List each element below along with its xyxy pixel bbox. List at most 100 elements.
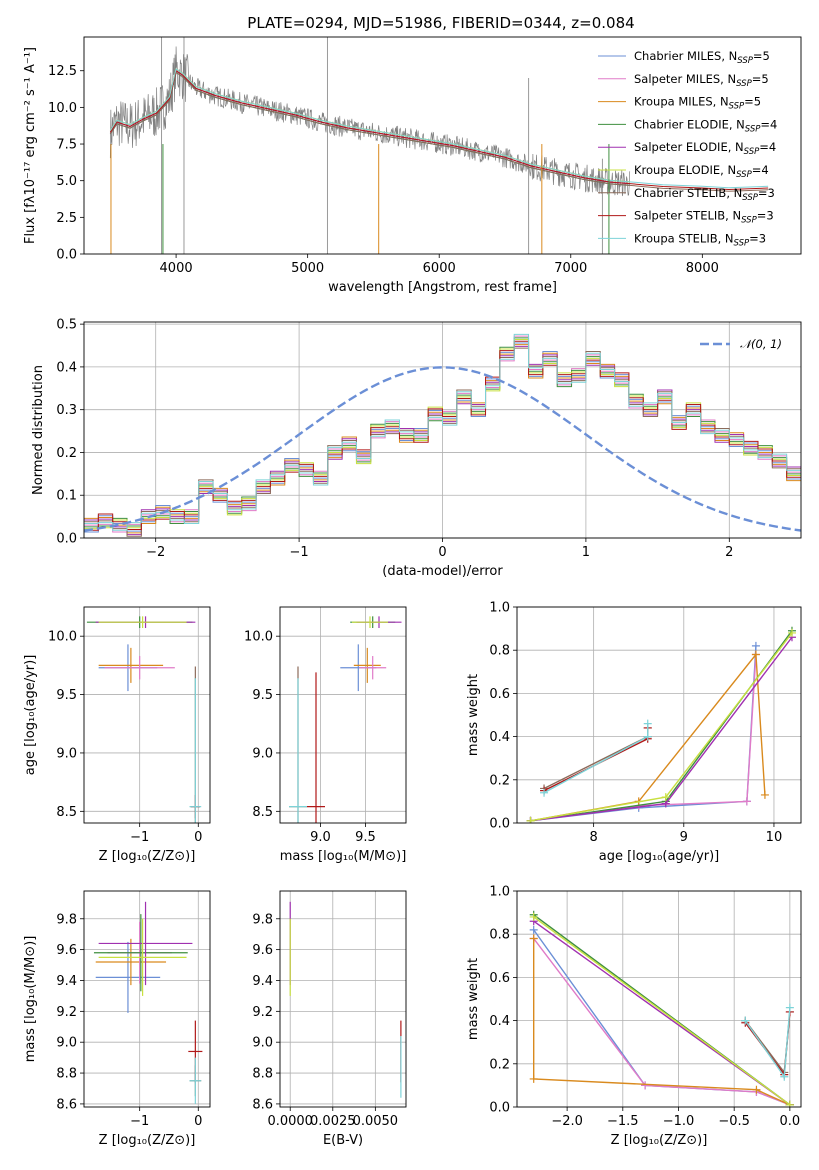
legend-suffix: =5: [744, 95, 761, 109]
x-tick-label: −1.0: [663, 1114, 695, 1129]
y-tick-label: 5.0: [56, 174, 77, 189]
x-axis-label: Z [log₁₀(Z/Z⊙)]: [99, 1133, 196, 1148]
errorbar-point-kroupa_stelib: [289, 678, 307, 823]
y-tick-label: 1.0: [489, 885, 510, 900]
y-tick-label: 9.8: [56, 912, 77, 927]
y-tick-label: 2.5: [56, 211, 77, 226]
x-tick-label: 8000: [686, 261, 719, 276]
x-tick-label: 7000: [554, 261, 587, 276]
weight-marker-kroupa_miles: [752, 1085, 761, 1094]
weight-marker-kroupa_elodie: [785, 1100, 794, 1107]
y-tick-label: 9.4: [56, 974, 77, 989]
x-tick-label: 1: [582, 545, 590, 560]
weight-marker-salpeter_miles: [742, 797, 751, 806]
y-tick-label: 0.1: [56, 489, 77, 504]
weight-line-kroupa_elodie: [533, 916, 791, 1106]
y-tick-label: 9.0: [56, 1036, 77, 1051]
x-tick-label: 0.0000: [267, 1114, 313, 1129]
y-tick-label: 8.5: [56, 805, 77, 820]
y-axis-label: Normed distribution: [31, 365, 46, 495]
y-tick-label: 12.5: [48, 64, 77, 79]
x-tick-label: −1.5: [607, 1114, 639, 1129]
axes-frame: [83, 36, 802, 255]
legend-normal-label: 𝒩(0, 1): [740, 337, 782, 351]
axes-frame: [83, 890, 211, 1108]
y-tick-label: 0.4: [56, 360, 77, 375]
y-axis-label: mass [log₁₀(M/M⊙)]: [23, 936, 38, 1063]
errorbar-point-kroupa_stelib: [189, 1057, 202, 1104]
weight-line-salpeter_elodie: [530, 636, 793, 822]
model-spectrum-chabrier_stelib: [109, 71, 769, 192]
spectrum-axes: 4000 5000 6000 7000 8000 0.0 2.5 5.0 7.5 10.0 12.5…: [23, 36, 802, 295]
legend-subscript: SSP: [729, 102, 745, 112]
x-axis-label: age [log₁₀(age/yr)]: [599, 849, 720, 864]
y-tick-label: 10.0: [48, 101, 77, 116]
model-spectrum-kroupa_miles: [109, 68, 631, 183]
weight-marker-kroupa_stelib: [643, 719, 652, 728]
x-axis-label: E(B-V): [323, 1133, 363, 1148]
observed-spectrum: [109, 46, 631, 197]
weight-marker-kroupa_elodie: [661, 793, 670, 802]
errorbar-point-salpeter_miles: [359, 656, 387, 680]
x-axis-label: Z [log₁₀(Z/Z⊙)]: [611, 1133, 708, 1148]
legend-label: Salpeter ELODIE, N: [634, 140, 744, 154]
weight-marker-chabrier_miles: [751, 641, 760, 650]
weight-line-chabrier_stelib: [543, 727, 649, 790]
weight-marker-kroupa_miles: [760, 790, 769, 799]
y-tick-label: 0.6: [489, 971, 510, 986]
y-tick-label: 9.2: [56, 1005, 77, 1020]
mass_vs_ebv-plot-area: [289, 901, 402, 1098]
y-tick-label: 9.8: [252, 912, 273, 927]
y-tick-label: 9.0: [252, 746, 273, 761]
errorbar-point-kroupa_miles: [95, 938, 167, 986]
x-tick-label: −1: [290, 545, 309, 560]
mass_vs_Z-plot-area: [93, 901, 203, 1104]
legend-entry-chabrier_miles: Chabrier MILES, NSSP=5: [634, 49, 770, 66]
errorbar-point-salpeter_elodie: [98, 901, 193, 986]
weight-line-kroupa_elodie: [530, 632, 793, 822]
model-spectrum-kroupa_stelib: [109, 68, 769, 189]
weight-line-salpeter_stelib: [744, 1011, 791, 1077]
y-axis-label: mass weight: [466, 958, 481, 1040]
x-axis-label: mass [log₁₀(M/M⊙)]: [280, 849, 407, 864]
x-tick-label: 0.0: [780, 1114, 801, 1129]
legend-entry-kroupa_elodie: Kroupa ELODIE, NSSP=4: [634, 163, 769, 180]
model-spectrum-salpeter_stelib: [109, 69, 769, 190]
x-tick-label: 8: [589, 830, 597, 845]
legend-suffix: =5: [752, 72, 769, 86]
y-tick-label: 0.8: [489, 644, 510, 659]
weight-marker-kroupa_elodie: [529, 912, 538, 921]
weight-marker-kroupa_stelib: [540, 788, 549, 797]
histogram-kroupa_miles: [84, 344, 801, 534]
weight-marker-kroupa_elodie: [526, 816, 535, 823]
errorbar-point-kroupa_elodie: [98, 616, 187, 629]
x-axis-label: Z [log₁₀(Z/Z⊙)]: [99, 849, 196, 864]
x-tick-label: 0.0050: [353, 1114, 399, 1129]
legend-entry-salpeter_elodie: Salpeter ELODIE, NSSP=4: [634, 140, 776, 157]
legend-entry-chabrier_elodie: Chabrier ELODIE, NSSP=4: [634, 117, 777, 134]
x-tick-label: −0.5: [718, 1114, 750, 1129]
legend-label: Chabrier STELIB, N: [634, 186, 742, 200]
histogram-kroupa_stelib: [84, 333, 801, 531]
age_vs_mass-axes: 9.0 9.5 8.5 9.0 9.5 10.0 mass [log₁₀(M/M⊙)]: [244, 606, 407, 864]
x-tick-label: 0.0025: [310, 1114, 356, 1129]
y-tick-label: 8.6: [252, 1097, 273, 1112]
x-tick-label: −1: [130, 1114, 149, 1129]
legend-label: Chabrier ELODIE, N: [634, 117, 745, 131]
weight_vs_Z-plot-area: [529, 910, 794, 1107]
errorbar-point-chabrier_miles: [95, 941, 161, 1013]
age_vs_Z-axes: −1 0 8.5 9.0 9.5 10.0 Z [log₁₀(Z/Z⊙)] age [log₁…: [23, 606, 211, 864]
errorbar-point-kroupa_miles: [98, 647, 164, 683]
x-tick-label: −1: [130, 830, 149, 845]
age_vs_mass-plot-area: [289, 616, 402, 823]
y-axis-label: age [log₁₀(age/yr)]: [23, 655, 38, 776]
x-axis-label: wavelength [Angstrom, rest frame]: [328, 280, 557, 295]
weight_vs_Z-axes: −2.0 −1.5 −1.0 −0.5 0.0 0.0 0.2 0.4 0.6 0.8 1.0 Z […: [466, 885, 802, 1148]
weight-marker-kroupa_miles: [529, 1074, 538, 1083]
y-tick-label: 10.0: [48, 630, 77, 645]
legend-label: Salpeter MILES, N: [634, 72, 736, 86]
legend-suffix: =3: [749, 231, 766, 245]
legend-label: Salpeter STELIB, N: [634, 209, 741, 223]
x-tick-label: 0: [194, 830, 202, 845]
